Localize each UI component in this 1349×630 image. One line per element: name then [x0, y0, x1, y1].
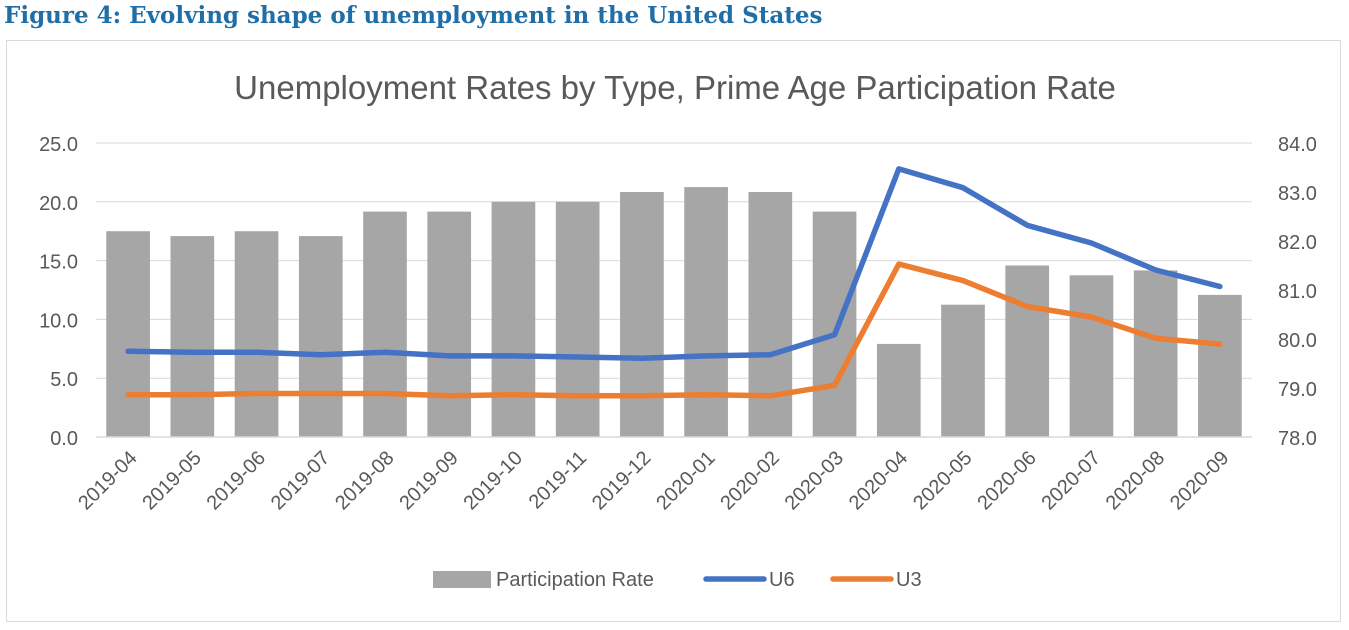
axes: 0.0 5.0 10.0 15.0 20.0 25.0 78.0 79.0 80.0 81.0 82…: [39, 134, 1317, 514]
legend-swatch-participation-rate: [433, 571, 491, 588]
legend-label-u3: U3: [896, 569, 922, 591]
bar-participation-rate: [620, 192, 664, 437]
y-left-tick-label: 5.0: [50, 369, 78, 391]
combo-chart: Unemployment Rates by Type, Prime Age Pa…: [39, 69, 1317, 591]
x-tick-label: 2019-08: [331, 447, 398, 514]
bar-participation-rate: [234, 231, 279, 437]
bar-participation-rate: [1198, 294, 1242, 437]
y-left-tick-label: 10.0: [39, 310, 78, 332]
chart-title: Unemployment Rates by Type, Prime Age Pa…: [234, 69, 1116, 106]
x-tick-label: 2019-06: [203, 447, 270, 514]
y-right-tick-label: 81.0: [1278, 281, 1317, 303]
x-tick-label: 2020-04: [845, 447, 912, 514]
y-right-tick-label: 78.0: [1278, 428, 1317, 450]
legend-label-participation-rate: Participation Rate: [496, 569, 654, 591]
bar-participation-rate: [876, 343, 921, 437]
y-right-tick-label: 83.0: [1278, 183, 1317, 205]
bar-participation-rate: [555, 201, 600, 437]
x-tick-label: 2020-06: [973, 447, 1040, 514]
y-right-tick-label: 79.0: [1278, 379, 1317, 401]
legend-label-u6: U6: [769, 569, 795, 591]
x-tick-label: 2019-09: [395, 447, 462, 514]
x-tick-label: 2020-07: [1038, 447, 1105, 514]
bar-participation-rate: [684, 187, 728, 437]
y-right-tick-label: 84.0: [1278, 134, 1317, 156]
bar-participation-rate: [170, 236, 215, 437]
x-tick-label: 2019-05: [138, 447, 205, 514]
bar-participation-rate: [427, 211, 472, 437]
bar-participation-rate: [106, 231, 150, 437]
y-right-tick-label: 80.0: [1278, 330, 1317, 352]
y-left-tick-label: 15.0: [39, 252, 78, 274]
y-left-tick-label: 0.0: [50, 428, 78, 450]
x-tick-label: 2020-01: [652, 447, 719, 514]
bar-participation-rate: [1133, 270, 1178, 437]
y-left-tick-label: 20.0: [39, 193, 78, 215]
bar-participation-rate: [363, 211, 407, 437]
y-left-tick-label: 25.0: [39, 134, 78, 156]
y-right-tick-label: 82.0: [1278, 232, 1317, 254]
x-tick-label: 2020-08: [1102, 447, 1169, 514]
line-u6: [125, 166, 1223, 361]
bar-participation-rate: [812, 211, 857, 437]
x-tick-label: 2019-07: [267, 447, 334, 514]
chart-frame: Unemployment Rates by Type, Prime Age Pa…: [6, 40, 1341, 622]
bar-participation-rate: [1069, 275, 1114, 437]
bar-participation-rate: [1005, 265, 1050, 437]
figure-heading: Figure 4: Evolving shape of unemployment…: [4, 2, 823, 29]
bar-participation-rate: [491, 201, 536, 437]
x-tick-label: 2019-04: [74, 447, 141, 514]
legend: Participation Rate U6 U3: [433, 569, 922, 591]
line-u3: [125, 261, 1223, 399]
x-tick-label: 2019-11: [525, 447, 591, 513]
x-tick-label: 2019-12: [588, 447, 655, 514]
x-tick-label: 2020-09: [1166, 447, 1233, 514]
x-tick-label: 2020-05: [909, 447, 976, 514]
x-tick-label: 2019-10: [460, 447, 527, 514]
x-tick-label: 2020-03: [781, 447, 848, 514]
bar-participation-rate: [298, 236, 343, 437]
bar-participation-rate: [748, 192, 793, 437]
line-series: [125, 166, 1223, 399]
x-tick-label: 2020-02: [716, 447, 783, 514]
bar-participation-rate: [941, 304, 985, 437]
